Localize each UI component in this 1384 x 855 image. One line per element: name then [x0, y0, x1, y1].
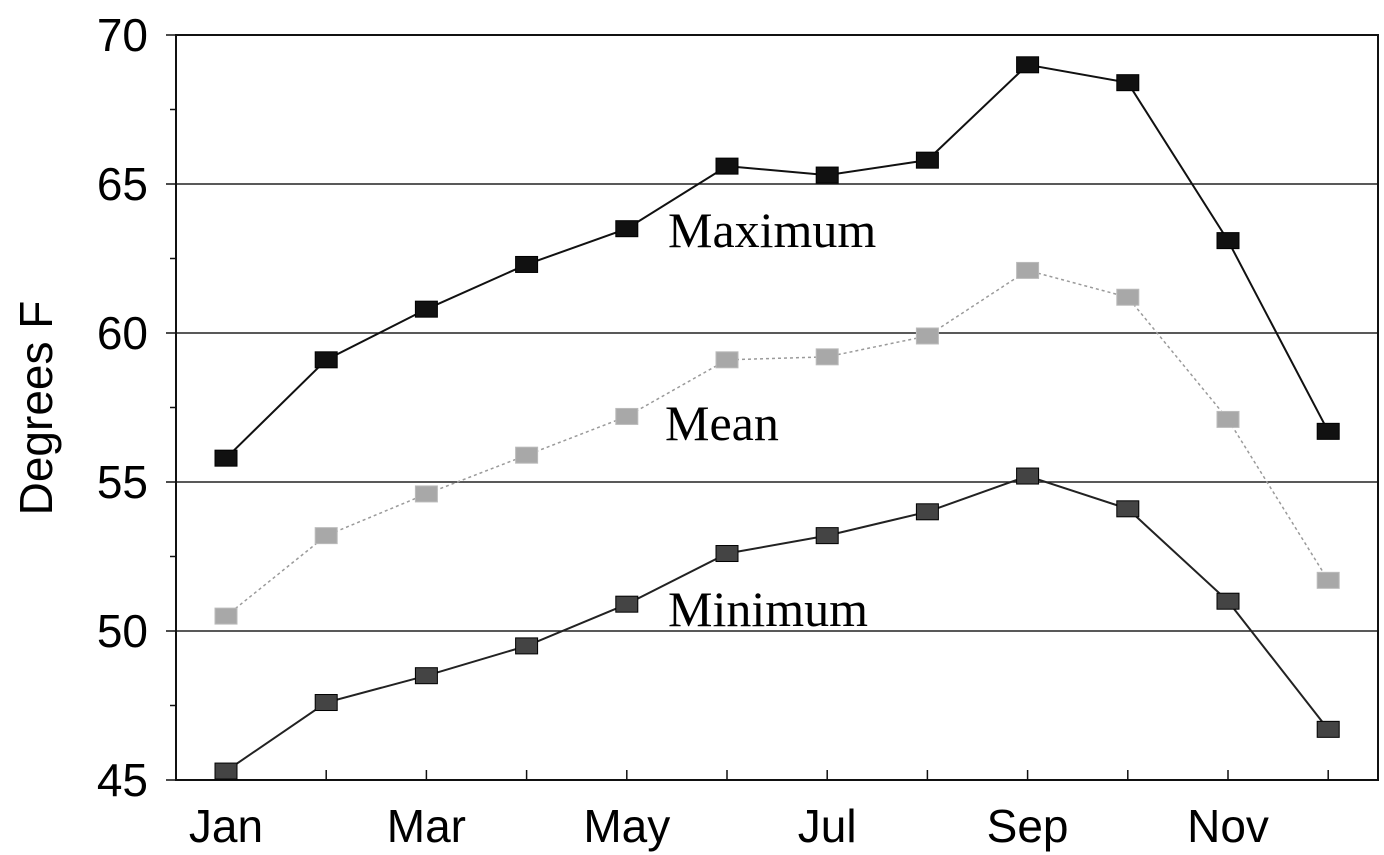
series-line-maximum [225, 63, 1330, 459]
point-maximum-jul [815, 166, 839, 184]
point-minimum-dec [1316, 720, 1340, 738]
point-mean-jul [815, 348, 839, 366]
point-maximum-nov [1216, 232, 1240, 250]
y-tick-label-70: 70 [97, 9, 148, 61]
point-minimum-oct [1116, 500, 1140, 518]
point-minimum-apr [515, 637, 539, 655]
point-mean-jun [715, 351, 739, 369]
x-tick-labels: Jan Mar May Jul Sep Nov [189, 800, 1269, 852]
x-tick-label-mar: Mar [387, 800, 466, 852]
point-mean-feb [314, 527, 338, 545]
point-minimum-aug [915, 503, 939, 521]
point-mean-aug [915, 327, 939, 345]
x-tick-label-jan: Jan [189, 800, 263, 852]
point-minimum-jan [214, 762, 238, 780]
series-label-minimum: Minimum [668, 581, 868, 637]
point-mean-sep [1016, 261, 1040, 279]
y-tick-label-50: 50 [97, 605, 148, 657]
point-mean-mar [414, 485, 438, 503]
series-line-minimum [225, 474, 1329, 772]
series-label-mean: Mean [665, 395, 779, 451]
point-maximum-oct [1116, 74, 1140, 92]
point-minimum-mar [414, 667, 438, 685]
point-mean-dec [1316, 571, 1340, 589]
point-maximum-mar [414, 300, 438, 318]
x-tick-label-sep: Sep [987, 800, 1069, 852]
point-maximum-sep [1016, 56, 1040, 74]
point-minimum-sep [1016, 467, 1040, 485]
x-tick-label-nov: Nov [1187, 800, 1269, 852]
series-lines [214, 56, 1340, 780]
point-maximum-jun [715, 157, 739, 175]
y-tick-label-65: 65 [97, 158, 148, 210]
y-tick-labels: 45 50 55 60 65 70 [97, 9, 148, 806]
point-maximum-dec [1316, 422, 1340, 440]
point-minimum-jun [715, 545, 739, 563]
series-label-maximum: Maximum [668, 202, 876, 258]
y-tick-label-45: 45 [97, 754, 148, 806]
point-mean-may [615, 407, 639, 425]
x-tick-label-may: May [583, 800, 670, 852]
axes [166, 34, 1379, 781]
x-tick-label-jul: Jul [798, 800, 857, 852]
point-mean-oct [1116, 288, 1140, 306]
point-mean-jan [214, 607, 238, 625]
point-maximum-feb [314, 351, 338, 369]
point-mean-apr [515, 446, 539, 464]
series-line-mean [225, 269, 1329, 617]
point-mean-nov [1216, 410, 1240, 428]
point-maximum-jan [214, 449, 238, 467]
gridlines [176, 183, 1378, 632]
point-maximum-apr [515, 255, 539, 273]
point-minimum-feb [314, 694, 338, 712]
point-minimum-may [615, 595, 639, 613]
y-tick-label-55: 55 [97, 456, 148, 508]
y-axis-title: Degrees F [10, 301, 62, 516]
y-tick-label-60: 60 [97, 307, 148, 359]
point-minimum-jul [815, 527, 839, 545]
point-maximum-aug [915, 151, 939, 169]
point-minimum-nov [1216, 592, 1240, 610]
point-maximum-may [615, 220, 639, 238]
